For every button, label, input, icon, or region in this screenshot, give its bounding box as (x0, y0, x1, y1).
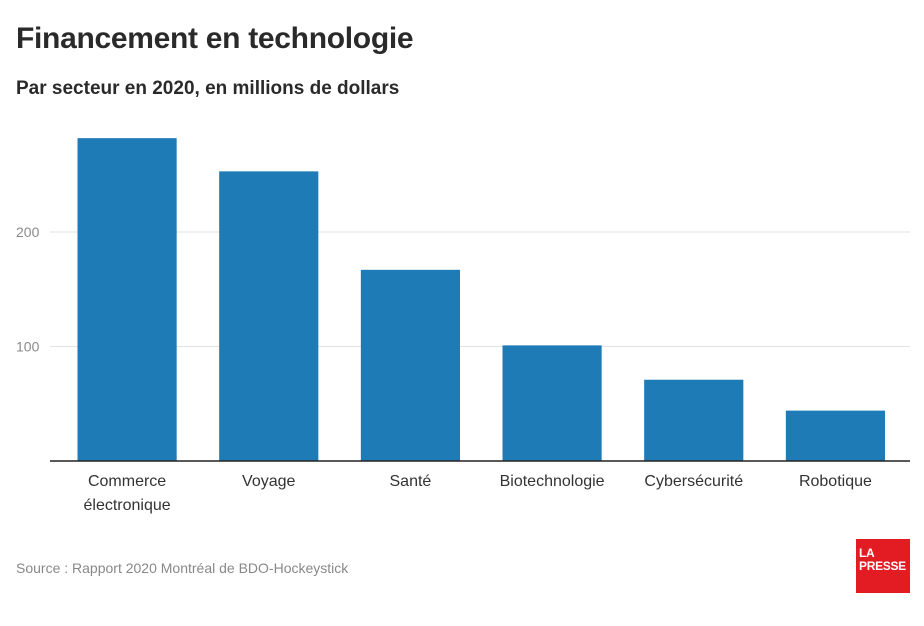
x-tick-label-4-0: Cybersécurité (644, 473, 743, 490)
label-layer: Commerce électronique Voyage Santé Biotechno… (83, 473, 871, 514)
source-note: Source : Rapport 2020 Montréal de BDO-Ho… (16, 560, 349, 576)
chart-subtitle: Par secteur en 2020, en millions de doll… (16, 78, 400, 99)
la-presse-logo: LA PRESSE (856, 539, 910, 593)
chart-title: Financement en technologie (16, 22, 414, 55)
bar-0 (77, 138, 177, 461)
bar-5 (785, 410, 885, 461)
x-tick-label-0-1: électronique (83, 497, 170, 514)
y-tick-label-100: 100 (16, 339, 40, 355)
x-tick-label-3-0: Biotechnologie (500, 473, 605, 490)
logo-line-1: LA (859, 546, 875, 560)
bar-2 (360, 269, 460, 461)
bar-4 (644, 379, 744, 461)
bar-layer (77, 138, 885, 461)
bar-chart: 100 200 Commerce électronique Voyage Santé Bi… (16, 138, 910, 514)
x-tick-label-2-0: Santé (390, 473, 432, 490)
x-tick-label-5-0: Robotique (799, 473, 872, 490)
bar-3 (502, 345, 602, 461)
logo-line-2: PRESSE (859, 559, 906, 573)
grid-layer: 100 200 (16, 224, 910, 355)
bar-1 (219, 171, 319, 461)
x-tick-label-1-0: Voyage (242, 473, 295, 490)
y-tick-label-200: 200 (16, 224, 40, 240)
x-tick-label-0-0: Commerce (88, 473, 166, 490)
